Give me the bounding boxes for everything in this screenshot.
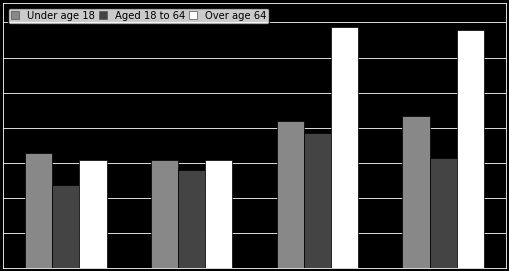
- Bar: [205, 160, 233, 268]
- Bar: [25, 153, 52, 268]
- Bar: [304, 133, 331, 268]
- Bar: [403, 116, 430, 268]
- Legend: Under age 18, Aged 18 to 64, Over age 64: Under age 18, Aged 18 to 64, Over age 64: [8, 8, 269, 24]
- Bar: [276, 121, 304, 268]
- Bar: [430, 158, 457, 268]
- Bar: [52, 185, 79, 268]
- Bar: [457, 30, 484, 268]
- Bar: [331, 27, 358, 268]
- Bar: [79, 160, 106, 268]
- Bar: [178, 170, 205, 268]
- Bar: [151, 160, 178, 268]
